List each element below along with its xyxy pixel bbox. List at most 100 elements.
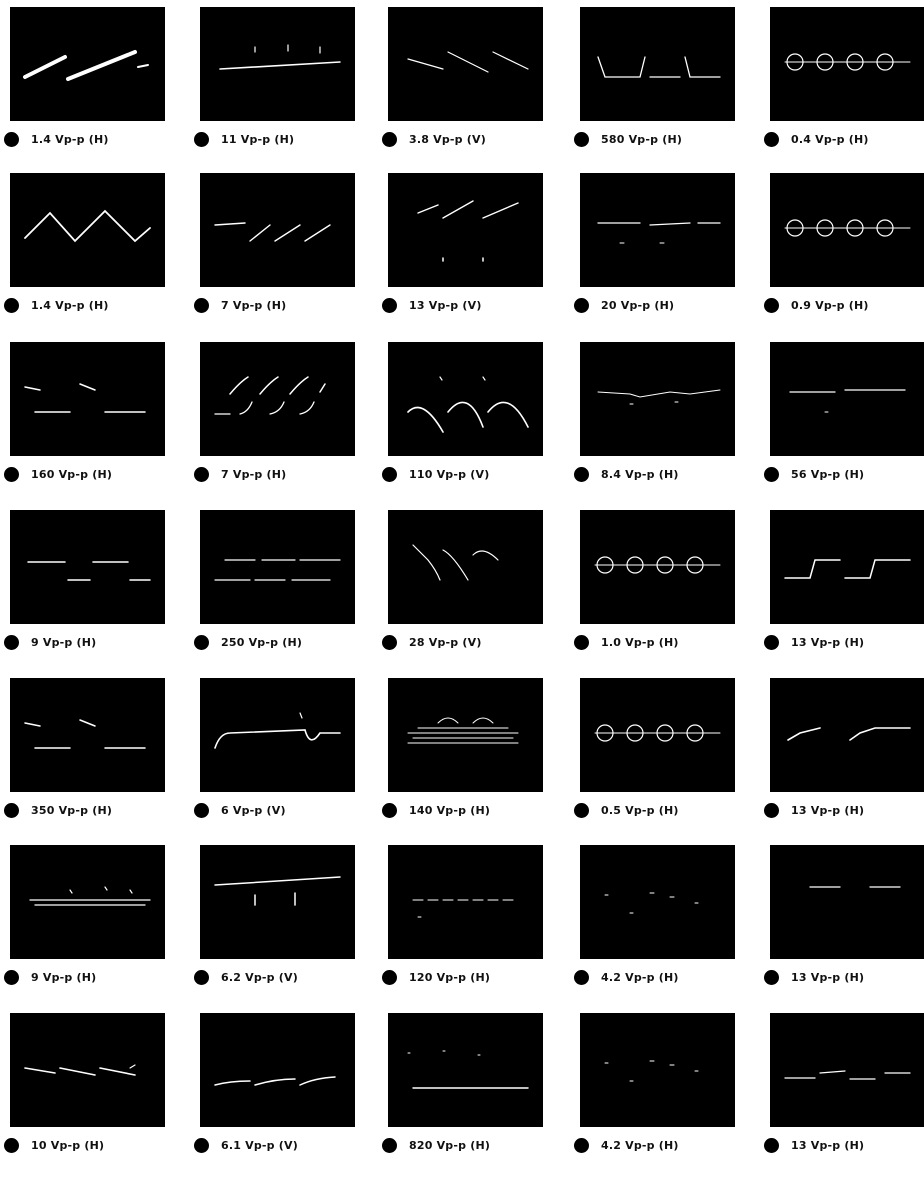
oscilloscope-trace [10, 173, 165, 287]
waveform-svg [23, 50, 149, 81]
waveform-svg [27, 561, 151, 581]
test-point-marker [382, 131, 397, 147]
waveform-cell: 820 Vp-p (H) [378, 1013, 548, 1178]
waveform-cell: 6 Vp-p (V) [190, 678, 360, 843]
waveform-caption: 250 Vp-p (H) [194, 633, 302, 651]
waveform-caption: 13 Vp-p (H) [764, 801, 864, 819]
waveform-svg [594, 724, 721, 742]
oscilloscope-trace [388, 1013, 543, 1127]
waveform-svg [784, 53, 911, 71]
oscilloscope-trace [580, 510, 735, 624]
test-point-marker [574, 634, 589, 650]
waveform-svg [214, 1076, 336, 1086]
waveform-cell: 140 Vp-p (H) [378, 678, 548, 843]
test-point-marker [194, 131, 209, 147]
amplitude-label: 7 Vp-p (H) [221, 298, 287, 312]
amplitude-label: 6.1 Vp-p (V) [221, 1138, 298, 1152]
waveform-caption: 7 Vp-p (H) [194, 296, 286, 314]
oscilloscope-trace [770, 845, 924, 959]
waveform-caption: 4.2 Vp-p (H) [574, 968, 679, 986]
test-point-marker [764, 131, 779, 147]
oscilloscope-trace [10, 1013, 165, 1127]
waveform-cell: 20 Vp-p (H) [570, 173, 740, 338]
test-point-marker [4, 1137, 19, 1153]
waveform-svg [787, 727, 911, 741]
amplitude-label: 3.8 Vp-p (V) [409, 132, 486, 146]
waveform-caption: 13 Vp-p (H) [764, 1136, 864, 1154]
amplitude-label: 4.2 Vp-p (H) [601, 1138, 679, 1152]
waveform-cell: 1.4 Vp-p (H) [0, 7, 170, 172]
waveform-caption: 13 Vp-p (H) [764, 968, 864, 986]
test-point-marker [382, 802, 397, 818]
waveform-caption: 56 Vp-p (H) [764, 465, 864, 483]
waveform-cell: 11 Vp-p (H) [190, 7, 360, 172]
waveform-svg [412, 544, 499, 581]
waveform-caption: 820 Vp-p (H) [382, 1136, 490, 1154]
waveform-svg [24, 719, 146, 749]
waveform-cell: 10 Vp-p (H) [0, 1013, 170, 1178]
oscilloscope-trace [388, 173, 543, 287]
waveform-cell: 13 Vp-p (H) [760, 1013, 924, 1178]
waveform-cell: 13 Vp-p (H) [760, 845, 924, 1010]
amplitude-label: 10 Vp-p (H) [31, 1138, 105, 1152]
amplitude-label: 350 Vp-p (H) [31, 803, 113, 817]
waveform-svg [417, 200, 519, 262]
waveform-svg [597, 389, 721, 405]
test-point-marker [764, 969, 779, 985]
oscilloscope-trace [10, 845, 165, 959]
amplitude-label: 9 Vp-p (H) [31, 970, 97, 984]
amplitude-label: 9 Vp-p (H) [31, 635, 97, 649]
waveform-svg [604, 892, 699, 914]
oscilloscope-trace [200, 7, 355, 121]
waveform-cell: 6.2 Vp-p (V) [190, 845, 360, 1010]
waveform-caption: 580 Vp-p (H) [574, 130, 682, 148]
waveform-caption: 0.9 Vp-p (H) [764, 296, 869, 314]
waveform-caption: 6 Vp-p (V) [194, 801, 286, 819]
test-point-marker [4, 297, 19, 313]
waveform-svg [214, 222, 331, 242]
waveform-caption: 1.0 Vp-p (H) [574, 633, 679, 651]
oscilloscope-trace [388, 678, 543, 792]
amplitude-label: 11 Vp-p (H) [221, 132, 295, 146]
test-point-marker [194, 466, 209, 482]
waveform-svg [597, 222, 721, 244]
oscilloscope-trace [388, 510, 543, 624]
amplitude-label: 140 Vp-p (H) [409, 803, 491, 817]
test-point-marker [382, 297, 397, 313]
waveform-cell: 250 Vp-p (H) [190, 510, 360, 675]
test-point-marker [382, 466, 397, 482]
amplitude-label: 160 Vp-p (H) [31, 467, 113, 481]
waveform-caption: 7 Vp-p (H) [194, 465, 286, 483]
waveform-svg [214, 559, 341, 581]
amplitude-label: 110 Vp-p (V) [409, 467, 490, 481]
waveform-svg [809, 886, 901, 888]
waveform-svg [784, 219, 911, 237]
waveform-cell: 56 Vp-p (H) [760, 342, 924, 507]
waveform-cell: 7 Vp-p (H) [190, 342, 360, 507]
waveform-caption: 9 Vp-p (H) [4, 633, 96, 651]
amplitude-label: 13 Vp-p (H) [791, 970, 865, 984]
waveform-svg [214, 376, 326, 415]
waveform-caption: 9 Vp-p (H) [4, 968, 96, 986]
oscilloscope-trace [200, 342, 355, 456]
test-point-marker [194, 634, 209, 650]
amplitude-label: 13 Vp-p (V) [409, 298, 482, 312]
amplitude-label: 13 Vp-p (H) [791, 635, 865, 649]
oscilloscope-trace [770, 173, 924, 287]
waveform-cell: 13 Vp-p (H) [760, 678, 924, 843]
amplitude-label: 820 Vp-p (H) [409, 1138, 491, 1152]
waveform-cell: 7 Vp-p (H) [190, 173, 360, 338]
oscilloscope-trace [580, 1013, 735, 1127]
waveform-caption: 120 Vp-p (H) [382, 968, 490, 986]
waveform-caption: 28 Vp-p (V) [382, 633, 482, 651]
amplitude-label: 0.5 Vp-p (H) [601, 803, 679, 817]
waveform-caption: 110 Vp-p (V) [382, 465, 489, 483]
oscilloscope-trace [388, 342, 543, 456]
oscilloscope-trace [200, 678, 355, 792]
waveform-cell: 13 Vp-p (V) [378, 173, 548, 338]
oscilloscope-trace [200, 173, 355, 287]
oscilloscope-trace [388, 7, 543, 121]
amplitude-label: 6.2 Vp-p (V) [221, 970, 298, 984]
waveform-svg [784, 1070, 911, 1080]
